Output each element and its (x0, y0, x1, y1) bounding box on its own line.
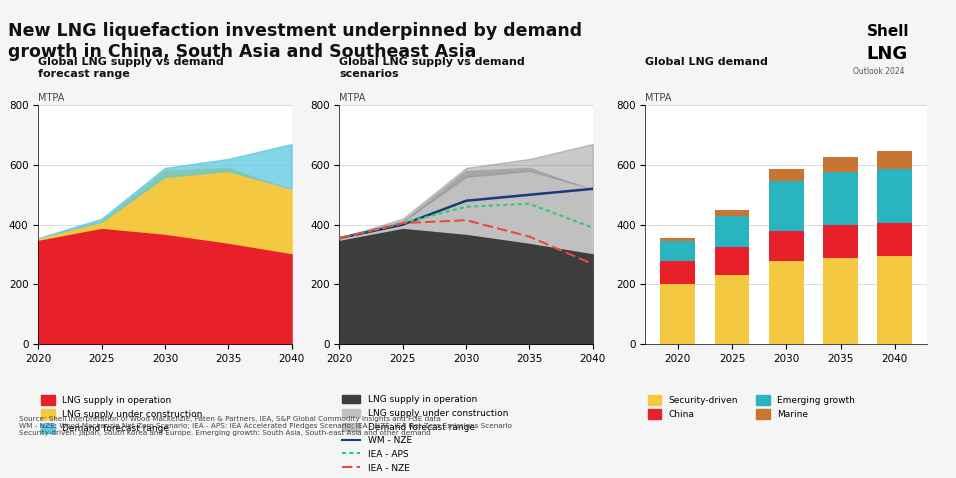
Bar (715, 210, 750, 216)
Text: MTPA: MTPA (339, 93, 366, 103)
Bar (823, 258, 858, 344)
Bar (878, 256, 912, 344)
Legend: LNG supply in operation, LNG supply under construction, Demand forecast range: LNG supply in operation, LNG supply unde… (37, 391, 206, 437)
Bar (661, 241, 695, 261)
Bar (769, 261, 804, 344)
Legend: LNG supply in operation, LNG supply under construction, Demand forecast range, W: LNG supply in operation, LNG supply unde… (338, 391, 511, 476)
Text: Global LNG supply vs demand
scenarios: Global LNG supply vs demand scenarios (339, 57, 525, 79)
Bar (878, 169, 912, 223)
Legend: Security-driven, China, Emerging growth, Marine: Security-driven, China, Emerging growth,… (644, 391, 858, 423)
Text: Source: Shell interpretation of Wood Mackenzie, Paten & Partners, IEA, S&P Globa: Source: Shell interpretation of Wood Mac… (19, 416, 512, 436)
Bar (878, 152, 912, 169)
Bar (769, 231, 804, 261)
Bar (715, 247, 750, 275)
Bar (661, 261, 695, 284)
Text: MTPA: MTPA (645, 93, 672, 103)
Bar (715, 275, 750, 344)
Text: MTPA: MTPA (38, 93, 65, 103)
Text: Global LNG demand: Global LNG demand (645, 57, 769, 67)
Bar (823, 173, 858, 225)
Bar (661, 238, 695, 241)
Bar (769, 169, 804, 181)
Text: Shell: Shell (866, 24, 909, 39)
Bar (715, 216, 750, 247)
Text: Global LNG supply vs demand
forecast range: Global LNG supply vs demand forecast ran… (38, 57, 224, 79)
Bar (878, 223, 912, 256)
Text: Outlook 2024: Outlook 2024 (853, 67, 904, 76)
Bar (661, 284, 695, 344)
Bar (823, 157, 858, 173)
Bar (823, 225, 858, 258)
Text: New LNG liquefaction investment underpinned by demand
growth in China, South Asi: New LNG liquefaction investment underpin… (9, 22, 582, 61)
Text: LNG: LNG (866, 45, 908, 63)
Bar (769, 181, 804, 231)
